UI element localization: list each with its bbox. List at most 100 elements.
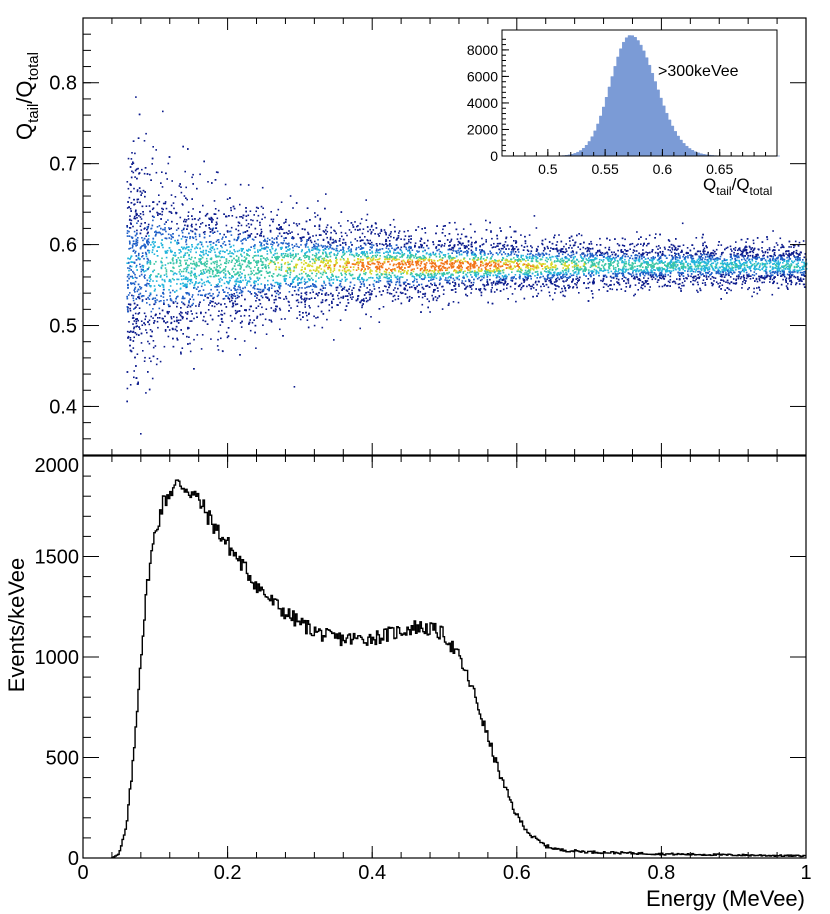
- scatter-point: [432, 297, 435, 300]
- scatter-point: [333, 229, 335, 232]
- scatter-point: [648, 264, 651, 266]
- scatter-point: [793, 265, 796, 268]
- scatter-point: [643, 277, 645, 279]
- scatter-point: [664, 261, 666, 263]
- scatter-point: [485, 284, 488, 286]
- scatter-point: [210, 258, 213, 261]
- scatter-point: [184, 170, 186, 173]
- scatter-point: [624, 258, 626, 261]
- scatter-point: [767, 251, 769, 254]
- scatter-point: [438, 256, 441, 258]
- scatter-point: [269, 249, 271, 251]
- scatter-point: [133, 376, 135, 379]
- scatter-point: [600, 252, 603, 255]
- scatter-point: [759, 276, 762, 278]
- scatter-point: [398, 278, 401, 280]
- scatter-point: [230, 296, 233, 298]
- scatter-point: [574, 265, 577, 267]
- scatter-point: [168, 280, 170, 283]
- scatter-point: [656, 259, 659, 261]
- scatter-point: [564, 257, 567, 260]
- scatter-point: [751, 274, 754, 276]
- scatter-point: [644, 258, 647, 260]
- scatter-point: [724, 263, 727, 265]
- scatter-point: [720, 253, 723, 256]
- scatter-point: [479, 279, 482, 282]
- scatter-point: [473, 272, 476, 274]
- scatter-point: [335, 289, 338, 291]
- scatter-point: [337, 297, 340, 300]
- scatter-point: [198, 217, 201, 220]
- scatter-point: [534, 255, 537, 258]
- scatter-point: [170, 270, 172, 272]
- scatter-point: [249, 236, 251, 238]
- scatter-point: [326, 236, 328, 239]
- scatter-point: [755, 278, 758, 281]
- scatter-point: [729, 271, 732, 274]
- scatter-point: [222, 269, 224, 272]
- scatter-point: [637, 270, 640, 273]
- scatter-point: [437, 290, 439, 292]
- scatter-point: [209, 300, 212, 302]
- scatter-point: [713, 269, 716, 272]
- scatter-point: [269, 271, 271, 274]
- scatter-point: [437, 271, 440, 273]
- scatter-point: [367, 263, 369, 265]
- scatter-point: [365, 256, 368, 258]
- scatter-point: [582, 270, 584, 273]
- scatter-point: [240, 247, 243, 250]
- scatter-point: [211, 273, 214, 275]
- scatter-point: [458, 278, 460, 281]
- scatter-point: [273, 299, 276, 301]
- scatter-point: [191, 271, 193, 274]
- scatter-point: [135, 238, 138, 241]
- scatter-point: [217, 349, 220, 351]
- scatter-point: [756, 280, 759, 283]
- scatter-point: [216, 264, 218, 266]
- scatter-point: [218, 278, 220, 281]
- scatter-point: [160, 295, 162, 297]
- scatter-point: [446, 269, 449, 271]
- scatter-point: [136, 290, 139, 293]
- scatter-point: [515, 278, 517, 280]
- scatter-point: [500, 247, 503, 250]
- scatter-point: [155, 231, 158, 234]
- scatter-point: [440, 267, 443, 270]
- scatter-point: [502, 247, 504, 250]
- scatter-point: [592, 274, 595, 276]
- scatter-point: [607, 269, 609, 272]
- scatter-point: [220, 256, 222, 259]
- scatter-point: [227, 281, 229, 283]
- scatter-point: [281, 246, 283, 249]
- scatter-point: [499, 277, 502, 280]
- scatter-point: [684, 258, 686, 261]
- scatter-point: [702, 249, 705, 251]
- scatter-point: [422, 278, 424, 281]
- scatter-point: [763, 281, 765, 284]
- scatter-point: [151, 249, 154, 251]
- scatter-point: [185, 220, 187, 223]
- scatter-point: [190, 267, 193, 269]
- scatter-point: [396, 258, 398, 261]
- scatter-point: [575, 252, 578, 255]
- scatter-point: [575, 251, 578, 254]
- scatter-point: [565, 267, 568, 270]
- scatter-point: [295, 253, 297, 255]
- scatter-point: [748, 245, 751, 248]
- scatter-point: [453, 257, 456, 259]
- scatter-point: [551, 255, 553, 258]
- scatter-point: [175, 229, 178, 231]
- scatter-point: [279, 309, 282, 311]
- scatter-point: [247, 184, 250, 186]
- scatter-point: [491, 286, 493, 289]
- scatter-point: [593, 254, 595, 257]
- scatter-point: [148, 266, 150, 269]
- scatter-point: [403, 260, 406, 263]
- scatter-point: [689, 263, 691, 265]
- scatter-point: [537, 260, 539, 263]
- scatter-point: [353, 255, 356, 258]
- scatter-point: [400, 292, 403, 295]
- scatter-point: [731, 257, 733, 260]
- scatter-point: [505, 259, 508, 262]
